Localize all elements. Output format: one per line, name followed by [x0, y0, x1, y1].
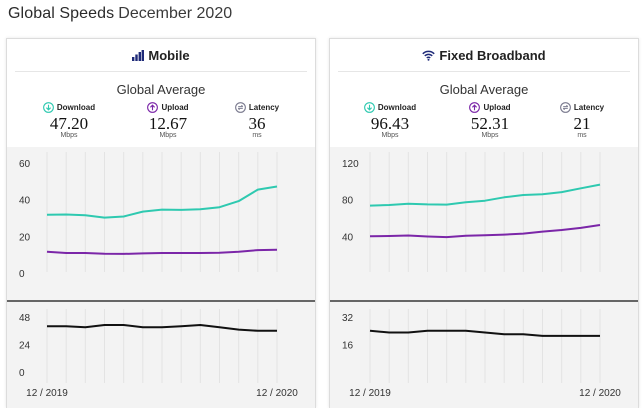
download-value: 96.43 — [370, 114, 410, 133]
speed-y-tick-label: 60 — [19, 159, 31, 170]
latency-series-line — [47, 324, 277, 332]
upload-metric: Upload 52.31 Mbps — [450, 101, 530, 139]
latency-label: Latency — [573, 102, 605, 112]
latency-y-tick-label: 24 — [19, 341, 31, 352]
download-metric: Download 96.43 Mbps — [350, 101, 430, 139]
latency-circle-icon — [234, 101, 246, 113]
latency-unit: ms — [252, 132, 262, 139]
speed-y-tick-label: 80 — [342, 196, 354, 207]
download-series-line — [369, 183, 601, 207]
latency-series-line — [369, 329, 600, 337]
broadband-card-header: Fixed Broadband — [330, 39, 638, 71]
mobile-speed-chart: 0 20 40 60 0 24 48 12 / 2019 12 / 2020 — [7, 152, 315, 399]
grid-lines — [369, 152, 601, 383]
header-divider — [338, 71, 630, 72]
mobile-card: Mobile Global Average Download 47.20 Mbp… — [6, 38, 316, 408]
upload-unit: Mbps — [159, 132, 177, 139]
page-title: Global Speeds December 2020 — [8, 5, 232, 23]
download-unit: Mbps — [381, 132, 399, 139]
download-unit: Mbps — [60, 132, 78, 139]
latency-y-tick-label: 48 — [19, 313, 31, 324]
latency-metric: Latency 36 ms — [217, 101, 297, 139]
latency-value: 21 — [573, 114, 591, 133]
broadband-metrics: Download 96.43 Mbps Upload 52.31 Mbps La… — [330, 101, 638, 149]
download-label: Download — [56, 102, 96, 112]
x-tick-label: 12 / 2020 — [256, 388, 298, 399]
broadband-chart-area: 40 80 120 16 32 12 / 2019 12 / 2020 — [330, 147, 638, 408]
download-label: Download — [377, 102, 417, 112]
broadband-card: Fixed Broadband Global Average Download … — [329, 38, 639, 408]
upload-label: Upload — [483, 102, 511, 112]
x-tick-label: 12 / 2019 — [349, 388, 391, 399]
header-divider — [15, 71, 307, 72]
latency-label: Latency — [248, 102, 280, 112]
speed-y-tick-label: 40 — [342, 232, 354, 243]
signal-bars-icon — [132, 49, 145, 61]
arrow-down-circle-icon — [42, 101, 54, 113]
upload-value: 52.31 — [470, 114, 510, 133]
latency-y-tick-label: 16 — [342, 341, 354, 352]
global-average-label: Global Average — [439, 82, 529, 97]
upload-label: Upload — [161, 102, 189, 112]
broadband-card-title: Fixed Broadband — [439, 47, 546, 63]
mobile-chart-area: 0 20 40 60 0 24 48 12 / 2019 12 / 2020 — [7, 147, 315, 408]
mobile-card-title: Mobile — [148, 47, 190, 63]
download-value: 47.20 — [49, 114, 89, 133]
upload-value: 12.67 — [148, 114, 188, 133]
arrow-up-circle-icon — [469, 101, 481, 113]
upload-unit: Mbps — [481, 132, 499, 139]
grid-lines — [46, 152, 278, 383]
latency-circle-icon — [559, 101, 571, 113]
upload-metric: Upload 12.67 Mbps — [128, 101, 208, 139]
global-average-label: Global Average — [116, 82, 206, 97]
speed-y-tick-label: 0 — [19, 269, 25, 280]
speed-y-tick-label: 20 — [19, 232, 31, 243]
latency-y-tick-label: 32 — [342, 313, 354, 324]
upload-series-line — [46, 248, 278, 255]
x-tick-label: 12 / 2019 — [26, 388, 68, 399]
page-title-date: December 2020 — [118, 5, 233, 22]
page-title-main: Global Speeds — [8, 5, 115, 22]
x-tick-label: 12 / 2020 — [579, 388, 621, 399]
speed-y-tick-label: 120 — [342, 159, 359, 170]
arrow-down-circle-icon — [363, 101, 375, 113]
wifi-icon — [422, 50, 436, 61]
download-metric: Download 47.20 Mbps — [29, 101, 109, 139]
upload-series-line — [369, 224, 601, 239]
mobile-metrics: Download 47.20 Mbps Upload 12.67 Mbps La… — [7, 101, 315, 149]
speed-y-tick-label: 40 — [19, 196, 31, 207]
mobile-card-header: Mobile — [7, 39, 315, 71]
download-series-line — [46, 185, 278, 219]
latency-y-tick-label: 0 — [19, 368, 25, 379]
latency-value: 36 — [248, 114, 266, 133]
latency-metric: Latency 21 ms — [542, 101, 622, 139]
latency-unit: ms — [577, 132, 587, 139]
arrow-up-circle-icon — [147, 101, 159, 113]
broadband-speed-chart: 40 80 120 16 32 12 / 2019 12 / 2020 — [330, 152, 638, 399]
